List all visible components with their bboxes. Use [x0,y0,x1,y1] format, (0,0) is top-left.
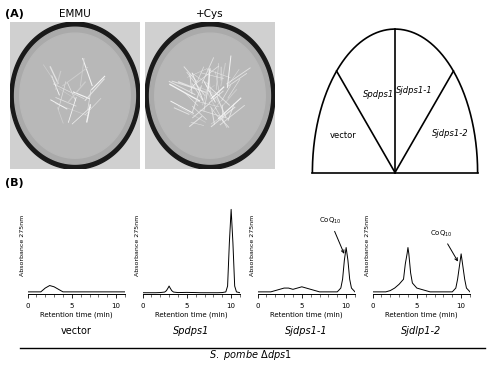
Y-axis label: Absorbance 275nm: Absorbance 275nm [20,215,25,276]
Polygon shape [14,27,136,164]
Text: vector: vector [330,131,356,141]
Text: (A): (A) [5,9,24,19]
Polygon shape [145,22,275,169]
Text: CoQ$_{10}$: CoQ$_{10}$ [319,216,344,253]
Y-axis label: Absorbance 275nm: Absorbance 275nm [136,215,140,276]
Text: Sjdps1-1: Sjdps1-1 [396,85,432,95]
Polygon shape [150,27,270,164]
Polygon shape [10,22,140,169]
Polygon shape [155,33,265,158]
Text: vector: vector [61,326,92,336]
Y-axis label: Absorbance 275nm: Absorbance 275nm [250,215,256,276]
Polygon shape [20,33,130,158]
Text: Sjdps1-2: Sjdps1-2 [432,129,469,138]
X-axis label: Retention time (min): Retention time (min) [270,311,342,318]
Text: Spdps1: Spdps1 [173,326,210,336]
Text: EMMU: EMMU [59,9,91,19]
Y-axis label: Absorbance 275nm: Absorbance 275nm [366,215,370,276]
Text: $S.\ pombe\ \Delta dps1$: $S.\ pombe\ \Delta dps1$ [208,348,292,362]
Text: Sjdlp1-2: Sjdlp1-2 [401,326,442,336]
Text: Spdps1: Spdps1 [363,90,394,99]
X-axis label: Retention time (min): Retention time (min) [385,311,458,318]
Text: (B): (B) [5,178,24,188]
X-axis label: Retention time (min): Retention time (min) [155,311,228,318]
X-axis label: Retention time (min): Retention time (min) [40,311,113,318]
Text: +Cys: +Cys [196,9,224,19]
Text: Sjdps1-1: Sjdps1-1 [285,326,328,336]
Text: CoQ$_{10}$: CoQ$_{10}$ [430,229,458,261]
